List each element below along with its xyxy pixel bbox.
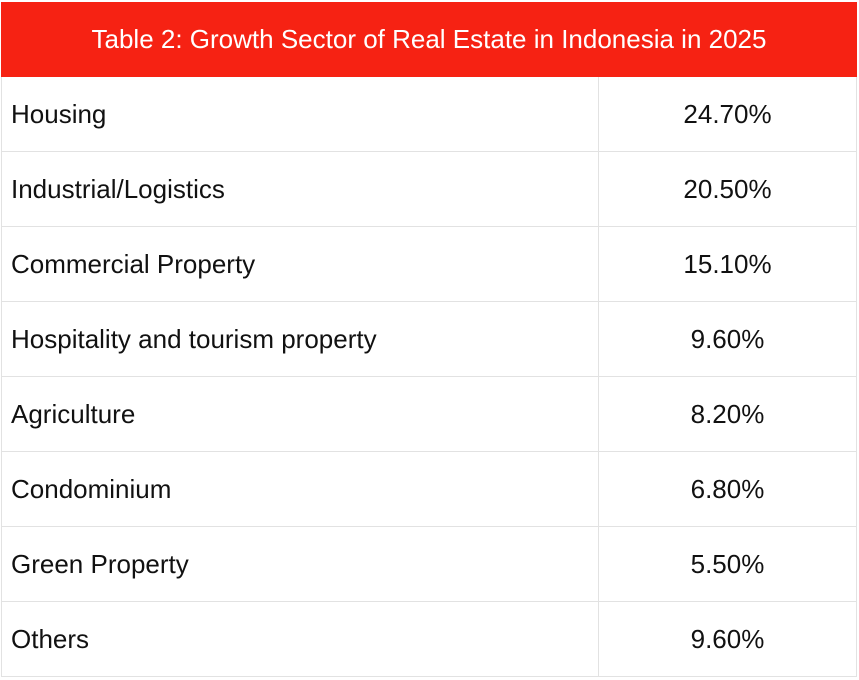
table-title: Table 2: Growth Sector of Real Estate in… (1, 2, 857, 77)
table-row: Housing 24.70% (2, 77, 856, 152)
table-row: Hospitality and tourism property 9.60% (2, 302, 856, 377)
row-label: Housing (2, 77, 599, 151)
table-row: Others 9.60% (2, 602, 856, 677)
table-row: Commercial Property 15.10% (2, 227, 856, 302)
row-label: Commercial Property (2, 227, 599, 301)
table-row: Agriculture 8.20% (2, 377, 856, 452)
table-body: Housing 24.70% Industrial/Logistics 20.5… (1, 77, 857, 677)
row-value: 24.70% (683, 98, 772, 129)
row-label: Green Property (2, 527, 599, 601)
row-value: 6.80% (690, 473, 765, 504)
row-value: 15.10% (683, 248, 772, 279)
row-label: Industrial/Logistics (2, 152, 599, 226)
row-label: Condominium (2, 452, 599, 526)
row-value: 20.50% (683, 173, 772, 204)
row-value: 5.50% (690, 548, 765, 579)
row-label: Hospitality and tourism property (2, 302, 599, 376)
row-value: 9.60% (690, 323, 765, 354)
table-row: Green Property 5.50% (2, 527, 856, 602)
row-value: 9.60% (690, 623, 765, 654)
row-label: Agriculture (2, 377, 599, 451)
row-label: Others (2, 602, 599, 676)
table-row: Industrial/Logistics 20.50% (2, 152, 856, 227)
row-value: 8.20% (690, 398, 765, 429)
table-row: Condominium 6.80% (2, 452, 856, 527)
